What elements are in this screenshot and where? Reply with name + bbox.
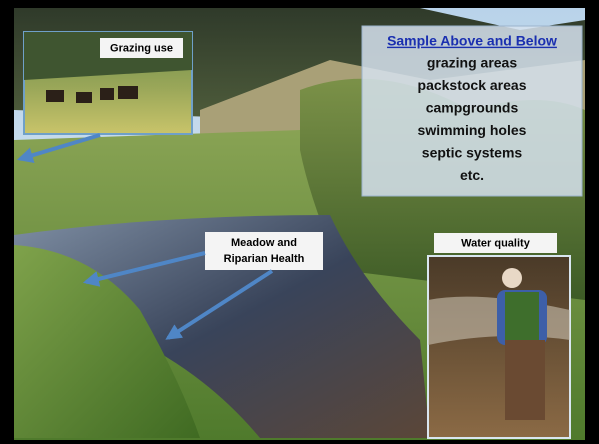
slide: Grazing use Sample Above and Below grazi… bbox=[0, 0, 599, 444]
list-item: packstock areas bbox=[418, 77, 527, 93]
list-item: campgrounds bbox=[426, 100, 519, 116]
water-inset: Water quality bbox=[428, 233, 570, 438]
label-line: Riparian Health bbox=[224, 253, 305, 265]
sample-box: Sample Above and Below grazing areas pack… bbox=[362, 26, 582, 196]
page: Grazing use Sample Above and Below grazi… bbox=[0, 0, 599, 444]
grazing-inset: Grazing use bbox=[24, 32, 192, 134]
meadow-label: Meadow and Riparian Health bbox=[205, 232, 323, 270]
list-item: grazing areas bbox=[427, 55, 517, 71]
list-item: septic systems bbox=[422, 145, 523, 161]
label: Grazing use bbox=[110, 42, 173, 54]
label: Water quality bbox=[461, 237, 531, 249]
label-line: Meadow and bbox=[231, 237, 297, 249]
list-item: swimming holes bbox=[418, 122, 527, 138]
list-item: etc. bbox=[460, 167, 484, 183]
heading: Sample Above and Below bbox=[387, 33, 557, 49]
